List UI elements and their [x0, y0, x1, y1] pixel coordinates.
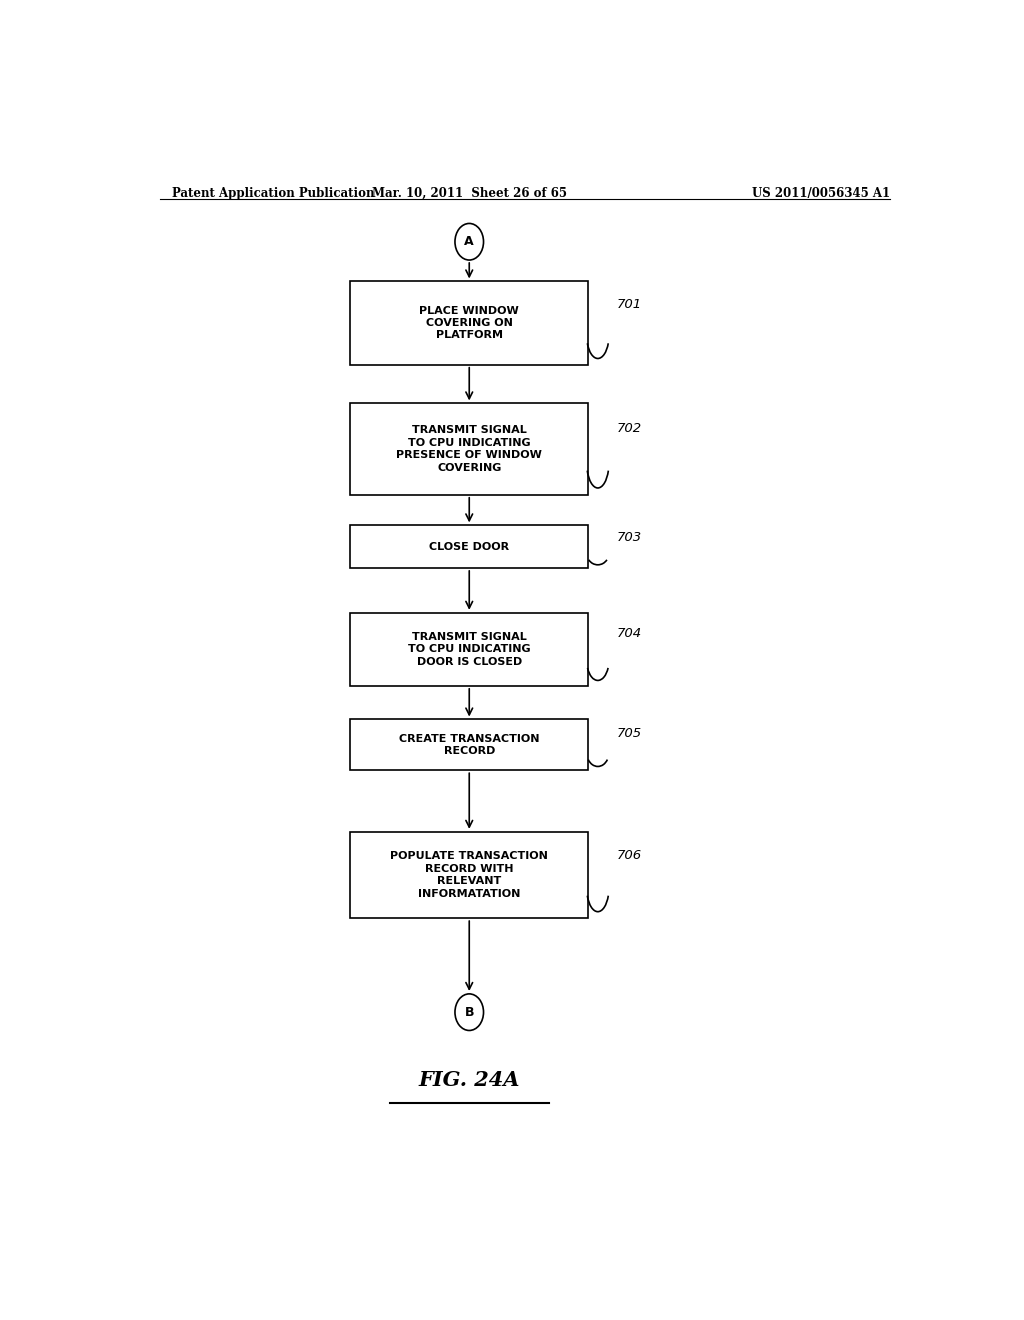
Text: CREATE TRANSACTION
RECORD: CREATE TRANSACTION RECORD	[399, 734, 540, 756]
Text: 704: 704	[616, 627, 642, 640]
FancyBboxPatch shape	[350, 525, 588, 568]
Text: TRANSMIT SIGNAL
TO CPU INDICATING
DOOR IS CLOSED: TRANSMIT SIGNAL TO CPU INDICATING DOOR I…	[408, 632, 530, 667]
Circle shape	[455, 994, 483, 1031]
Text: A: A	[465, 235, 474, 248]
FancyBboxPatch shape	[350, 832, 588, 919]
Text: Patent Application Publication: Patent Application Publication	[172, 187, 374, 199]
Text: 701: 701	[616, 298, 642, 312]
Text: 705: 705	[616, 727, 642, 741]
Text: 706: 706	[616, 850, 642, 862]
FancyBboxPatch shape	[350, 719, 588, 771]
Text: Mar. 10, 2011  Sheet 26 of 65: Mar. 10, 2011 Sheet 26 of 65	[372, 187, 566, 199]
Text: 702: 702	[616, 422, 642, 436]
FancyBboxPatch shape	[350, 281, 588, 364]
Text: TRANSMIT SIGNAL
TO CPU INDICATING
PRESENCE OF WINDOW
COVERING: TRANSMIT SIGNAL TO CPU INDICATING PRESEN…	[396, 425, 542, 473]
Text: B: B	[465, 1006, 474, 1019]
Text: POPULATE TRANSACTION
RECORD WITH
RELEVANT
INFORMATATION: POPULATE TRANSACTION RECORD WITH RELEVAN…	[390, 851, 548, 899]
Text: CLOSE DOOR: CLOSE DOOR	[429, 541, 509, 552]
Text: PLACE WINDOW
COVERING ON
PLATFORM: PLACE WINDOW COVERING ON PLATFORM	[420, 306, 519, 341]
Text: US 2011/0056345 A1: US 2011/0056345 A1	[752, 187, 890, 199]
Text: FIG. 24A: FIG. 24A	[419, 1071, 520, 1090]
FancyBboxPatch shape	[350, 612, 588, 686]
Text: 703: 703	[616, 531, 642, 544]
Circle shape	[455, 223, 483, 260]
FancyBboxPatch shape	[350, 404, 588, 495]
